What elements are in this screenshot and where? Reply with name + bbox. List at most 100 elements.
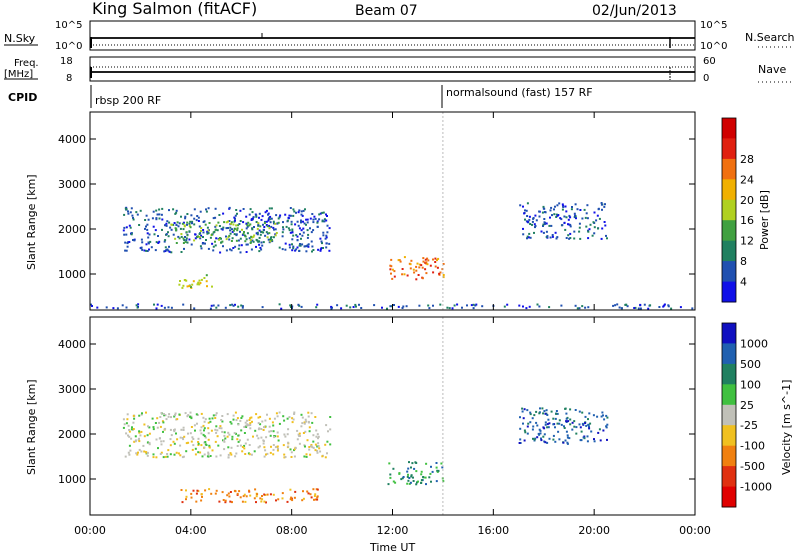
power-echo-cell [235,233,238,236]
power-echo-cell [230,222,232,225]
power-echo-cell [144,219,147,221]
power-echo-cell [569,224,572,226]
velocity-echo-cell [307,415,310,418]
velocity-echo-cell [138,430,141,433]
velocity-echo-cell [606,423,609,426]
velocity-echo-cell [200,426,203,429]
velocity-echo-cell [298,432,301,435]
velocity-echo-cell [326,440,329,443]
velocity-echo-cell [244,424,247,427]
power-echo-cell [236,227,239,230]
velocity-echo-cell [518,442,521,444]
velocity-echo-cell [389,473,392,476]
velocity-echo-cell [298,434,301,437]
velocity-echo-cell [294,447,297,450]
power-echo-cell [313,215,316,218]
power-colorbar-swatch [722,158,736,180]
power-echo-cell [145,243,148,246]
velocity-echo-cell [264,419,267,422]
power-echo-cell [249,208,252,211]
velocity-echo-cell [286,500,289,503]
power-echo-cell [236,229,239,232]
velocity-echo-cell [540,437,542,440]
power-echo-cell [503,305,506,308]
velocity-echo-cell [223,448,226,451]
power-echo-cell [277,217,280,220]
power-echo-cell [643,303,646,306]
velocity-echo-cell [556,412,559,415]
power-echo-cell [568,237,571,240]
velocity-echo-cell [539,432,542,435]
power-echo-cell [229,248,231,251]
power-echo-cell [160,213,163,216]
velocity-echo-cell [143,423,146,426]
power-echo-cell [234,214,237,217]
velocity-echo-cell [172,440,175,443]
velocity-echo-cell [289,448,292,451]
power-echo-cell [420,264,423,267]
power-echo-cell [199,210,202,213]
power-echo-cell [391,277,394,280]
power-echo-cell [325,213,327,216]
power-echo-cell [663,304,666,307]
power-echo-cell [163,240,166,243]
velocity-echo-cell [220,427,223,430]
velocity-echo-cell [302,432,305,434]
power-echo-cell [217,221,220,224]
power-echo-cell [310,231,313,234]
power-echo-cell [441,268,444,271]
power-echo-cell [578,226,581,229]
power-echo-cell [269,221,272,224]
power-echo-cell [219,251,222,254]
velocity-echo-cell [146,434,149,437]
velocity-echo-cell [519,438,522,441]
velocity-echo-cell [223,434,226,437]
power-echo-cell [565,237,568,239]
velocity-echo-cell [392,467,395,470]
velocity-echo-cell [298,442,301,445]
power-echo-cell [237,224,240,227]
velocity-echo-cell [544,421,547,424]
power-echo-cell [526,235,529,238]
power-echo-cell [282,221,284,224]
velocity-colorbar-tick: -25 [740,419,758,432]
power-echo-cell [261,244,264,247]
power-echo-cell [123,233,126,236]
velocity-echo-cell [207,432,210,435]
power-echo-cell [296,235,299,238]
velocity-echo-cell [276,449,279,452]
velocity-echo-cell [307,411,310,414]
power-echo-cell [189,286,192,288]
power-echo-cell [679,306,682,309]
velocity-echo-cell [193,424,196,427]
power-echo-cell [424,261,427,264]
beam-title: Beam 07 [355,3,418,19]
power-echo-cell [123,226,126,229]
power-echo-cell [398,259,401,262]
cpid-panel: CPID rbsp 200 RF normalsound (fast) 157 … [8,85,593,108]
velocity-echo-cell [173,430,176,433]
power-echo-cell [549,216,551,219]
power-echo-cell [191,222,193,225]
power-echo-cell [604,203,606,206]
power-echo-cell [262,241,265,244]
power-echo-cell [248,224,251,227]
power-echo-cell [199,245,202,248]
power-colorbar-tick: 8 [740,255,747,268]
nsky-panel: N.Sky 10^5 10^0 10^5 10^0 N.Search [4,20,795,52]
velocity-echo-cell [235,432,237,435]
power-echo-cell [466,304,468,307]
power-echo-cell [600,203,603,206]
power-echo-cell [174,212,177,215]
power-echo-cell [312,218,315,221]
power-echo-cell [258,250,261,253]
power-colorbar-swatch [722,261,736,282]
velocity-echo-cell [182,438,185,441]
power-echo-cell [211,242,214,245]
power-echo-cell [282,228,285,231]
velocity-echo-cell [571,421,574,424]
velocity-echo-cell [133,417,136,420]
power-echo-cell [542,225,544,227]
power-echo-cell [405,305,408,308]
nave-tick-high: 60 [703,56,716,67]
